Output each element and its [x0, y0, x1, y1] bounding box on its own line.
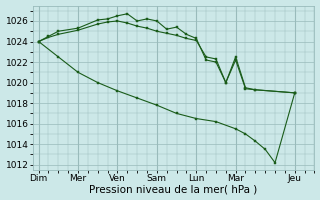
X-axis label: Pression niveau de la mer( hPa ): Pression niveau de la mer( hPa ): [90, 184, 258, 194]
